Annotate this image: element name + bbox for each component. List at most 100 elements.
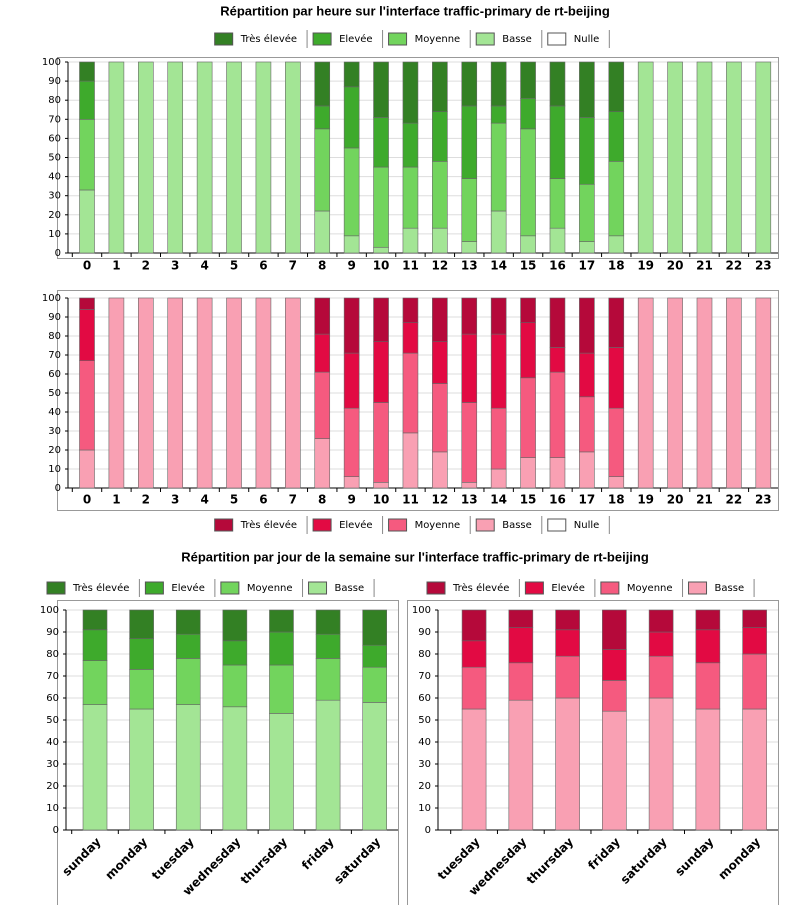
bar-segment xyxy=(520,235,536,254)
bar-segment xyxy=(520,457,536,489)
legend-swatch xyxy=(388,518,408,532)
legend-swatch xyxy=(214,32,234,46)
bar-segment xyxy=(79,309,95,361)
bar-segment xyxy=(461,241,478,254)
y-tick-label: 0 xyxy=(55,483,61,494)
bar-segment xyxy=(695,609,721,631)
x-tick-label: 6 xyxy=(259,493,267,507)
y-tick-label: 60 xyxy=(48,369,61,380)
bar-segment xyxy=(755,297,772,489)
legend-label: Basse xyxy=(335,583,365,594)
bar-segment xyxy=(608,61,625,112)
bar-segment xyxy=(255,61,272,254)
legend-label: Elevée xyxy=(171,582,204,594)
bar-segment xyxy=(196,61,213,254)
x-tick-label: 8 xyxy=(318,493,326,507)
bar-segment xyxy=(432,297,448,343)
bar-segment xyxy=(608,347,625,409)
y-tick-label: 30 xyxy=(418,759,431,770)
x-tick-label: 17 xyxy=(579,493,596,507)
bar-segment xyxy=(373,166,389,248)
bar-segment xyxy=(432,451,448,489)
bar-segment xyxy=(432,61,448,112)
bar-segment xyxy=(461,61,478,107)
y-tick-label: 50 xyxy=(46,715,59,726)
x-tick-label: 2 xyxy=(142,493,150,507)
x-tick-label: 1 xyxy=(112,493,120,507)
legend-swatch xyxy=(524,581,544,595)
x-tick-label: 15 xyxy=(520,259,537,273)
bar-segment xyxy=(343,86,360,149)
x-tick-label: saturday xyxy=(618,835,670,887)
legend-label: Elevée xyxy=(339,519,372,531)
y-tick-label: 60 xyxy=(418,693,431,704)
x-tick-label: monday xyxy=(716,835,764,883)
legend-swatch xyxy=(220,581,240,595)
bar-segment xyxy=(362,666,387,703)
y-tick-label: 100 xyxy=(40,605,59,616)
bar-segment xyxy=(167,61,184,254)
bar-segment xyxy=(490,468,507,489)
bar-segment xyxy=(432,111,448,162)
bar-segment xyxy=(402,322,419,354)
chart-title: Répartition par jour de la semaine sur l… xyxy=(181,549,649,564)
x-tick-label: 9 xyxy=(347,259,355,273)
bar-segment xyxy=(461,481,478,489)
bar-segment xyxy=(520,297,536,324)
bar-segment xyxy=(432,383,448,453)
bar-segment xyxy=(695,629,721,664)
legend-label: Moyenne xyxy=(415,520,461,531)
bar-segment xyxy=(226,297,242,489)
bar-segment xyxy=(175,609,201,635)
x-tick-label: 20 xyxy=(667,493,684,507)
x-tick-label: 5 xyxy=(230,259,238,273)
bar-segment xyxy=(490,122,507,212)
bar-segment xyxy=(343,476,360,489)
bar-segment xyxy=(315,633,341,659)
x-tick-label: 7 xyxy=(289,493,297,507)
x-tick-label: tuesday xyxy=(435,835,483,883)
y-tick-label: 100 xyxy=(412,605,431,616)
x-tick-label: 4 xyxy=(200,493,208,507)
bar-segment xyxy=(343,235,360,254)
bar-segment xyxy=(362,609,387,646)
bar-segment xyxy=(490,333,507,409)
bar-segment xyxy=(637,297,654,489)
bar-segment xyxy=(695,708,721,831)
legend-swatch xyxy=(600,581,620,595)
bar-segment xyxy=(755,61,772,254)
bar-segment xyxy=(432,227,448,254)
y-tick-label: 90 xyxy=(418,627,431,638)
x-tick-label: 18 xyxy=(608,259,625,273)
legend-label: Moyenne xyxy=(247,583,293,594)
bar-segment xyxy=(269,713,294,831)
x-tick-label: 21 xyxy=(696,259,713,273)
legend-label: Elevée xyxy=(551,582,584,594)
bar-segment xyxy=(549,297,566,348)
bar-segment xyxy=(82,660,108,705)
bar-segment xyxy=(222,706,248,831)
bar-segment xyxy=(490,105,507,124)
x-tick-label: 12 xyxy=(432,493,449,507)
bar-segment xyxy=(82,629,108,661)
chart-title: Répartition par heure sur l'interface tr… xyxy=(220,3,610,18)
bar-segment xyxy=(579,117,595,185)
x-tick-label: saturday xyxy=(331,835,383,887)
x-tick-label: 4 xyxy=(200,259,208,273)
bar-segment xyxy=(315,658,341,701)
x-tick-label: 23 xyxy=(755,493,772,507)
y-tick-label: 90 xyxy=(48,312,61,323)
bar-segment xyxy=(315,699,341,831)
legend-label: Très élevée xyxy=(72,582,129,594)
bar-segment xyxy=(362,702,387,831)
x-tick-label: 8 xyxy=(318,259,326,273)
y-tick-label: 60 xyxy=(46,693,59,704)
y-tick-label: 0 xyxy=(425,825,431,836)
y-tick-label: 20 xyxy=(46,781,59,792)
x-tick-label: 7 xyxy=(289,259,297,273)
bar-segment xyxy=(285,61,301,254)
legend-label: Très élevée xyxy=(452,582,509,594)
bar-segment xyxy=(373,61,389,118)
x-tick-label: 14 xyxy=(490,493,507,507)
